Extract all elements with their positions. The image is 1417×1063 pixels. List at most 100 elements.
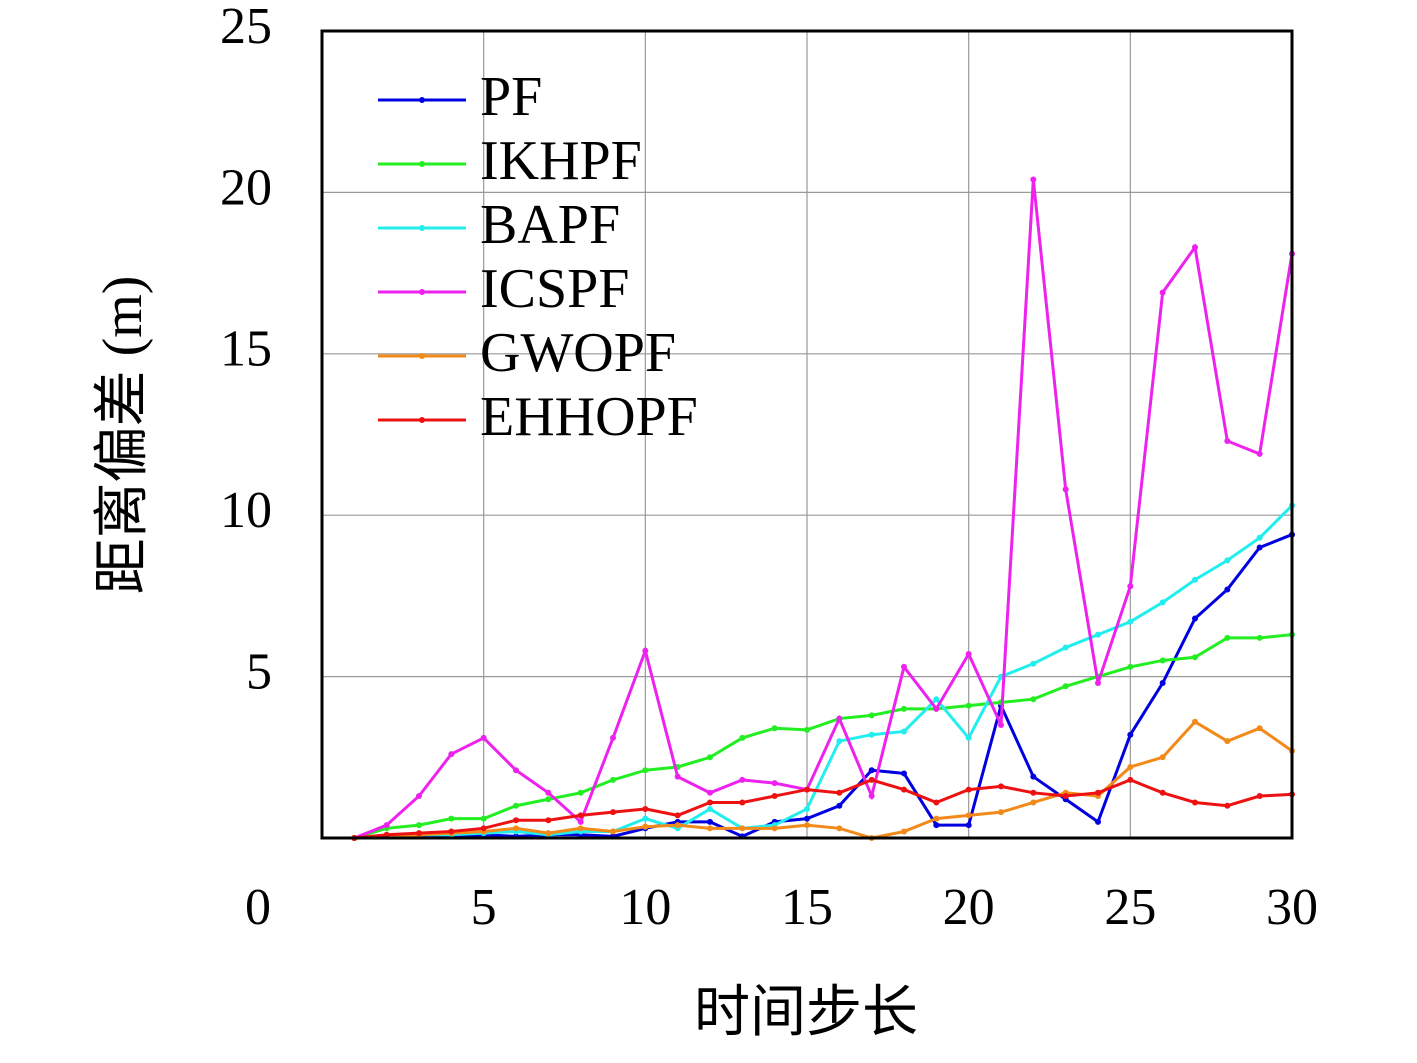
legend-label: EHHOPF	[480, 386, 698, 448]
data-point	[933, 696, 940, 703]
data-point	[1159, 657, 1166, 664]
data-point	[1159, 754, 1166, 761]
data-point	[480, 825, 487, 832]
data-point	[545, 830, 552, 837]
data-point	[480, 734, 487, 741]
data-point	[545, 789, 552, 796]
x-tick-label: 10	[619, 879, 671, 936]
series-line	[354, 533, 1293, 840]
data-point	[707, 825, 713, 832]
data-point	[1030, 696, 1037, 703]
data-point	[868, 767, 875, 774]
y-tick-label: 15	[220, 321, 272, 378]
data-point	[610, 734, 616, 741]
data-point	[1030, 176, 1037, 183]
x-tick-label: 20	[943, 879, 995, 936]
data-point	[804, 815, 810, 822]
data-point	[642, 815, 649, 822]
data-point	[1030, 799, 1037, 806]
data-point	[577, 818, 584, 825]
y-tick-label: 25	[220, 0, 272, 55]
data-point	[1127, 583, 1134, 590]
data-point	[1192, 718, 1198, 725]
data-point	[1062, 683, 1069, 690]
data-point	[1159, 789, 1166, 796]
data-point	[577, 812, 584, 819]
data-point	[965, 651, 972, 658]
data-point	[739, 776, 746, 783]
data-point	[1192, 576, 1198, 583]
data-point	[416, 793, 422, 800]
x-tick-label: 15	[781, 879, 833, 936]
x-tick-label: 5	[471, 879, 497, 936]
data-point	[901, 705, 907, 712]
data-point	[707, 754, 713, 761]
data-point	[965, 734, 972, 741]
legend-label: IKHPF	[480, 130, 642, 192]
data-point	[1030, 660, 1037, 667]
data-point	[739, 734, 746, 741]
data-point	[383, 831, 390, 838]
data-point	[998, 722, 1004, 729]
data-point	[804, 822, 810, 829]
legend-marker	[419, 161, 425, 167]
data-point	[933, 799, 940, 806]
data-point	[836, 825, 843, 832]
data-point	[707, 805, 713, 812]
data-point	[577, 789, 584, 796]
series-line	[354, 504, 1294, 840]
data-point	[1256, 793, 1263, 800]
data-point	[1256, 634, 1263, 641]
data-point	[901, 663, 907, 670]
data-point	[674, 822, 681, 829]
data-point	[642, 823, 649, 830]
legend-label: GWOPF	[480, 322, 676, 384]
data-point	[545, 817, 552, 824]
data-point	[965, 822, 972, 829]
data-point	[901, 770, 907, 777]
data-point	[416, 822, 422, 829]
data-point	[804, 726, 810, 733]
data-point	[836, 715, 843, 722]
data-point	[545, 796, 552, 803]
data-point	[642, 767, 649, 774]
data-point	[610, 809, 616, 816]
data-point	[868, 731, 875, 738]
data-point	[480, 815, 487, 822]
data-point	[933, 822, 940, 829]
data-point	[1095, 680, 1101, 687]
data-point	[448, 828, 455, 835]
series-line	[354, 719, 1293, 840]
data-point	[1192, 244, 1198, 251]
data-point	[771, 780, 778, 787]
data-point	[1062, 486, 1069, 493]
data-point	[998, 809, 1004, 816]
x-tick-label: 25	[1104, 879, 1156, 936]
data-point	[901, 728, 907, 735]
data-point	[383, 822, 390, 829]
data-point	[1256, 544, 1263, 551]
data-point	[1127, 663, 1134, 670]
data-point	[1095, 631, 1101, 638]
data-point	[1095, 818, 1101, 825]
data-point	[868, 712, 875, 719]
legend-marker	[419, 417, 425, 423]
plot-frame	[320, 29, 1294, 840]
data-point	[868, 776, 875, 783]
data-point	[998, 783, 1004, 790]
data-point	[836, 802, 843, 809]
y-axis-label: 距离偏差 (m)	[92, 276, 154, 595]
y-tick-label: 5	[246, 644, 272, 701]
data-point	[1192, 654, 1198, 661]
data-point	[868, 793, 875, 800]
data-point	[771, 825, 778, 832]
data-point	[1159, 599, 1166, 606]
data-point	[1030, 789, 1037, 796]
data-point	[1062, 793, 1069, 800]
data-point	[836, 738, 843, 745]
data-point	[901, 828, 907, 835]
data-point	[1127, 618, 1134, 625]
data-point	[1159, 680, 1166, 687]
data-point	[1256, 450, 1263, 457]
data-point	[513, 767, 519, 774]
